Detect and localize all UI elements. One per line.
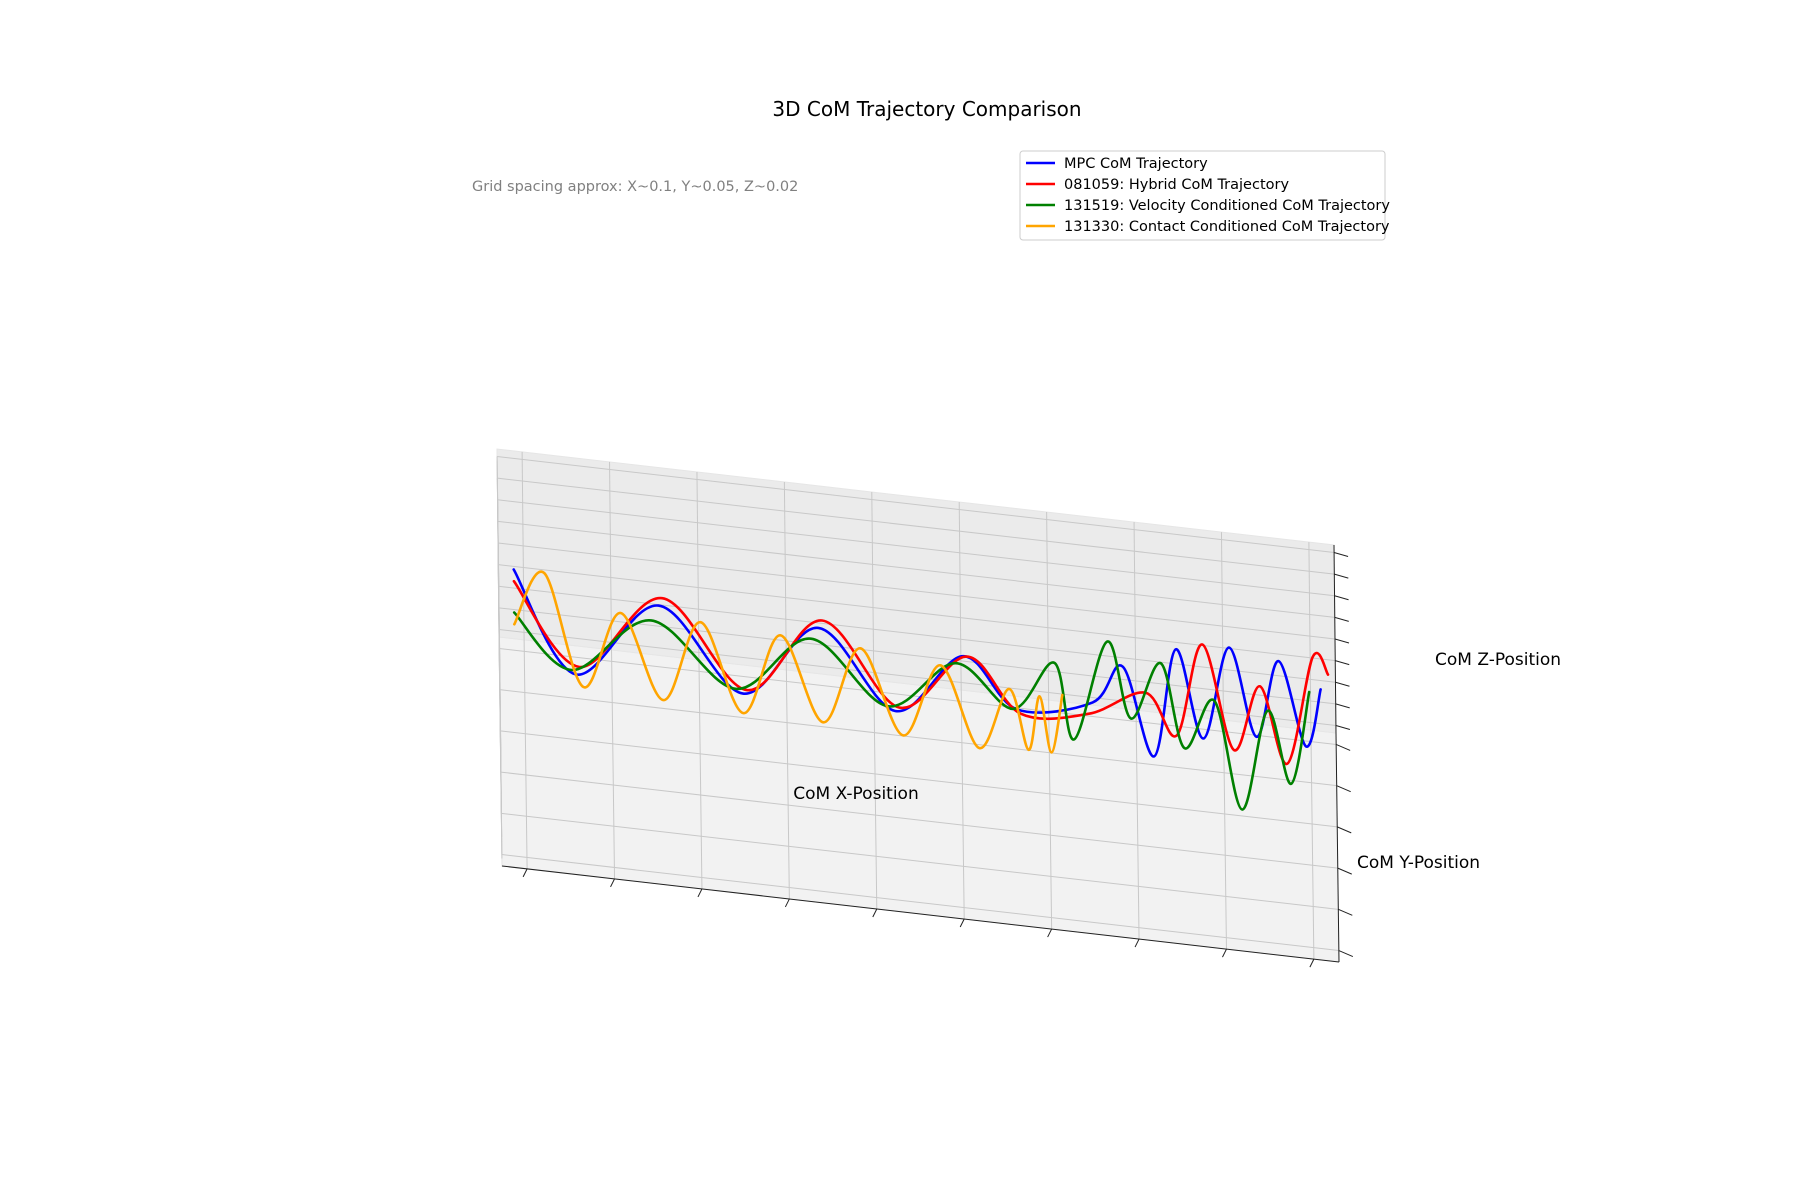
- z-tick: [1335, 660, 1350, 666]
- x-tick: [522, 868, 528, 878]
- legend-frame: [1019, 150, 1386, 241]
- floor-gridline-x: [1310, 730, 1315, 960]
- floor-gridline-y: [500, 730, 1338, 828]
- floor-gridline-x: [523, 639, 528, 869]
- back-gridline-z: [497, 477, 1335, 575]
- series-line-hybrid: [512, 579, 1330, 766]
- x-axis-label: CoM X-Position: [793, 784, 918, 804]
- floor-gridline-x: [1222, 720, 1227, 950]
- z-tick: [1334, 638, 1350, 644]
- floor-gridline-x: [698, 659, 703, 889]
- back-gridline-z: [498, 564, 1336, 662]
- floor-gridline-y: [499, 689, 1337, 787]
- floor-gridline-x: [785, 669, 790, 899]
- axis-ticks: [501, 544, 1354, 968]
- floor-gridline-x: [873, 679, 878, 909]
- y-tick: [1338, 908, 1353, 916]
- x-tick: [697, 888, 703, 898]
- x-axis-line: [501, 865, 1340, 963]
- series-line-contact: [513, 570, 1064, 754]
- floor-gridline-y: [500, 771, 1338, 869]
- z-tick: [1334, 595, 1349, 601]
- z-tick: [1335, 681, 1350, 687]
- grid-spacing-annotation: Grid spacing approx: X~0.1, Y~0.05, Z~0.…: [472, 179, 798, 195]
- x-tick: [784, 898, 790, 908]
- back-gridline-z: [497, 542, 1336, 640]
- z-tick: [1334, 616, 1349, 622]
- floor-gridline-x: [1135, 710, 1140, 940]
- back-gridline-z: [498, 585, 1336, 683]
- legend: MPC CoM Trajectory 081059: Hybrid CoM Tr…: [1019, 150, 1390, 241]
- x-tick: [1047, 928, 1053, 938]
- floor-gridline-y: [501, 854, 1339, 952]
- floor-gridline-x: [1048, 700, 1053, 930]
- chart-title: 3D CoM Trajectory Comparison: [772, 97, 1081, 121]
- x-tick: [610, 878, 615, 888]
- side-gridline-z: [496, 456, 501, 686]
- z-tick: [1334, 573, 1349, 579]
- z-tick: [1335, 703, 1350, 709]
- x-tick: [1134, 938, 1140, 948]
- y-tick: [1337, 826, 1352, 834]
- y-axis-label: CoM Y-Position: [1357, 853, 1480, 873]
- series-line-mpc: [512, 568, 1322, 758]
- floor-gridline-y: [501, 812, 1339, 910]
- y-tick: [1337, 867, 1352, 875]
- z-axis-label: CoM Z-Position: [1435, 650, 1561, 670]
- back-gridline-z: [497, 499, 1335, 597]
- back-gridline-z: [497, 520, 1335, 618]
- x-tick: [959, 918, 965, 928]
- legend-label-velocity: 131519: Velocity Conditioned CoM Traject…: [1064, 198, 1390, 214]
- legend-label-mpc: MPC CoM Trajectory: [1064, 156, 1208, 172]
- y-tick: [1335, 743, 1351, 751]
- series-line-velocity: [512, 611, 1311, 811]
- floor-gridline-x: [960, 690, 965, 920]
- y-tick: [1336, 785, 1351, 793]
- y-axis-line: [1335, 732, 1340, 963]
- x-tick: [872, 908, 878, 918]
- z-tick: [1333, 552, 1349, 558]
- back-gridline-z: [497, 456, 1335, 554]
- floor-gridline-x: [611, 649, 616, 879]
- x-tick: [1222, 948, 1227, 958]
- z-tick: [1335, 724, 1351, 730]
- y-tick: [1338, 950, 1354, 958]
- legend-label-hybrid: 081059: Hybrid CoM Trajectory: [1064, 177, 1289, 193]
- data-series: [512, 568, 1330, 811]
- legend-label-contact: 131330: Contact Conditioned CoM Trajecto…: [1064, 219, 1390, 235]
- x-tick: [1309, 958, 1315, 968]
